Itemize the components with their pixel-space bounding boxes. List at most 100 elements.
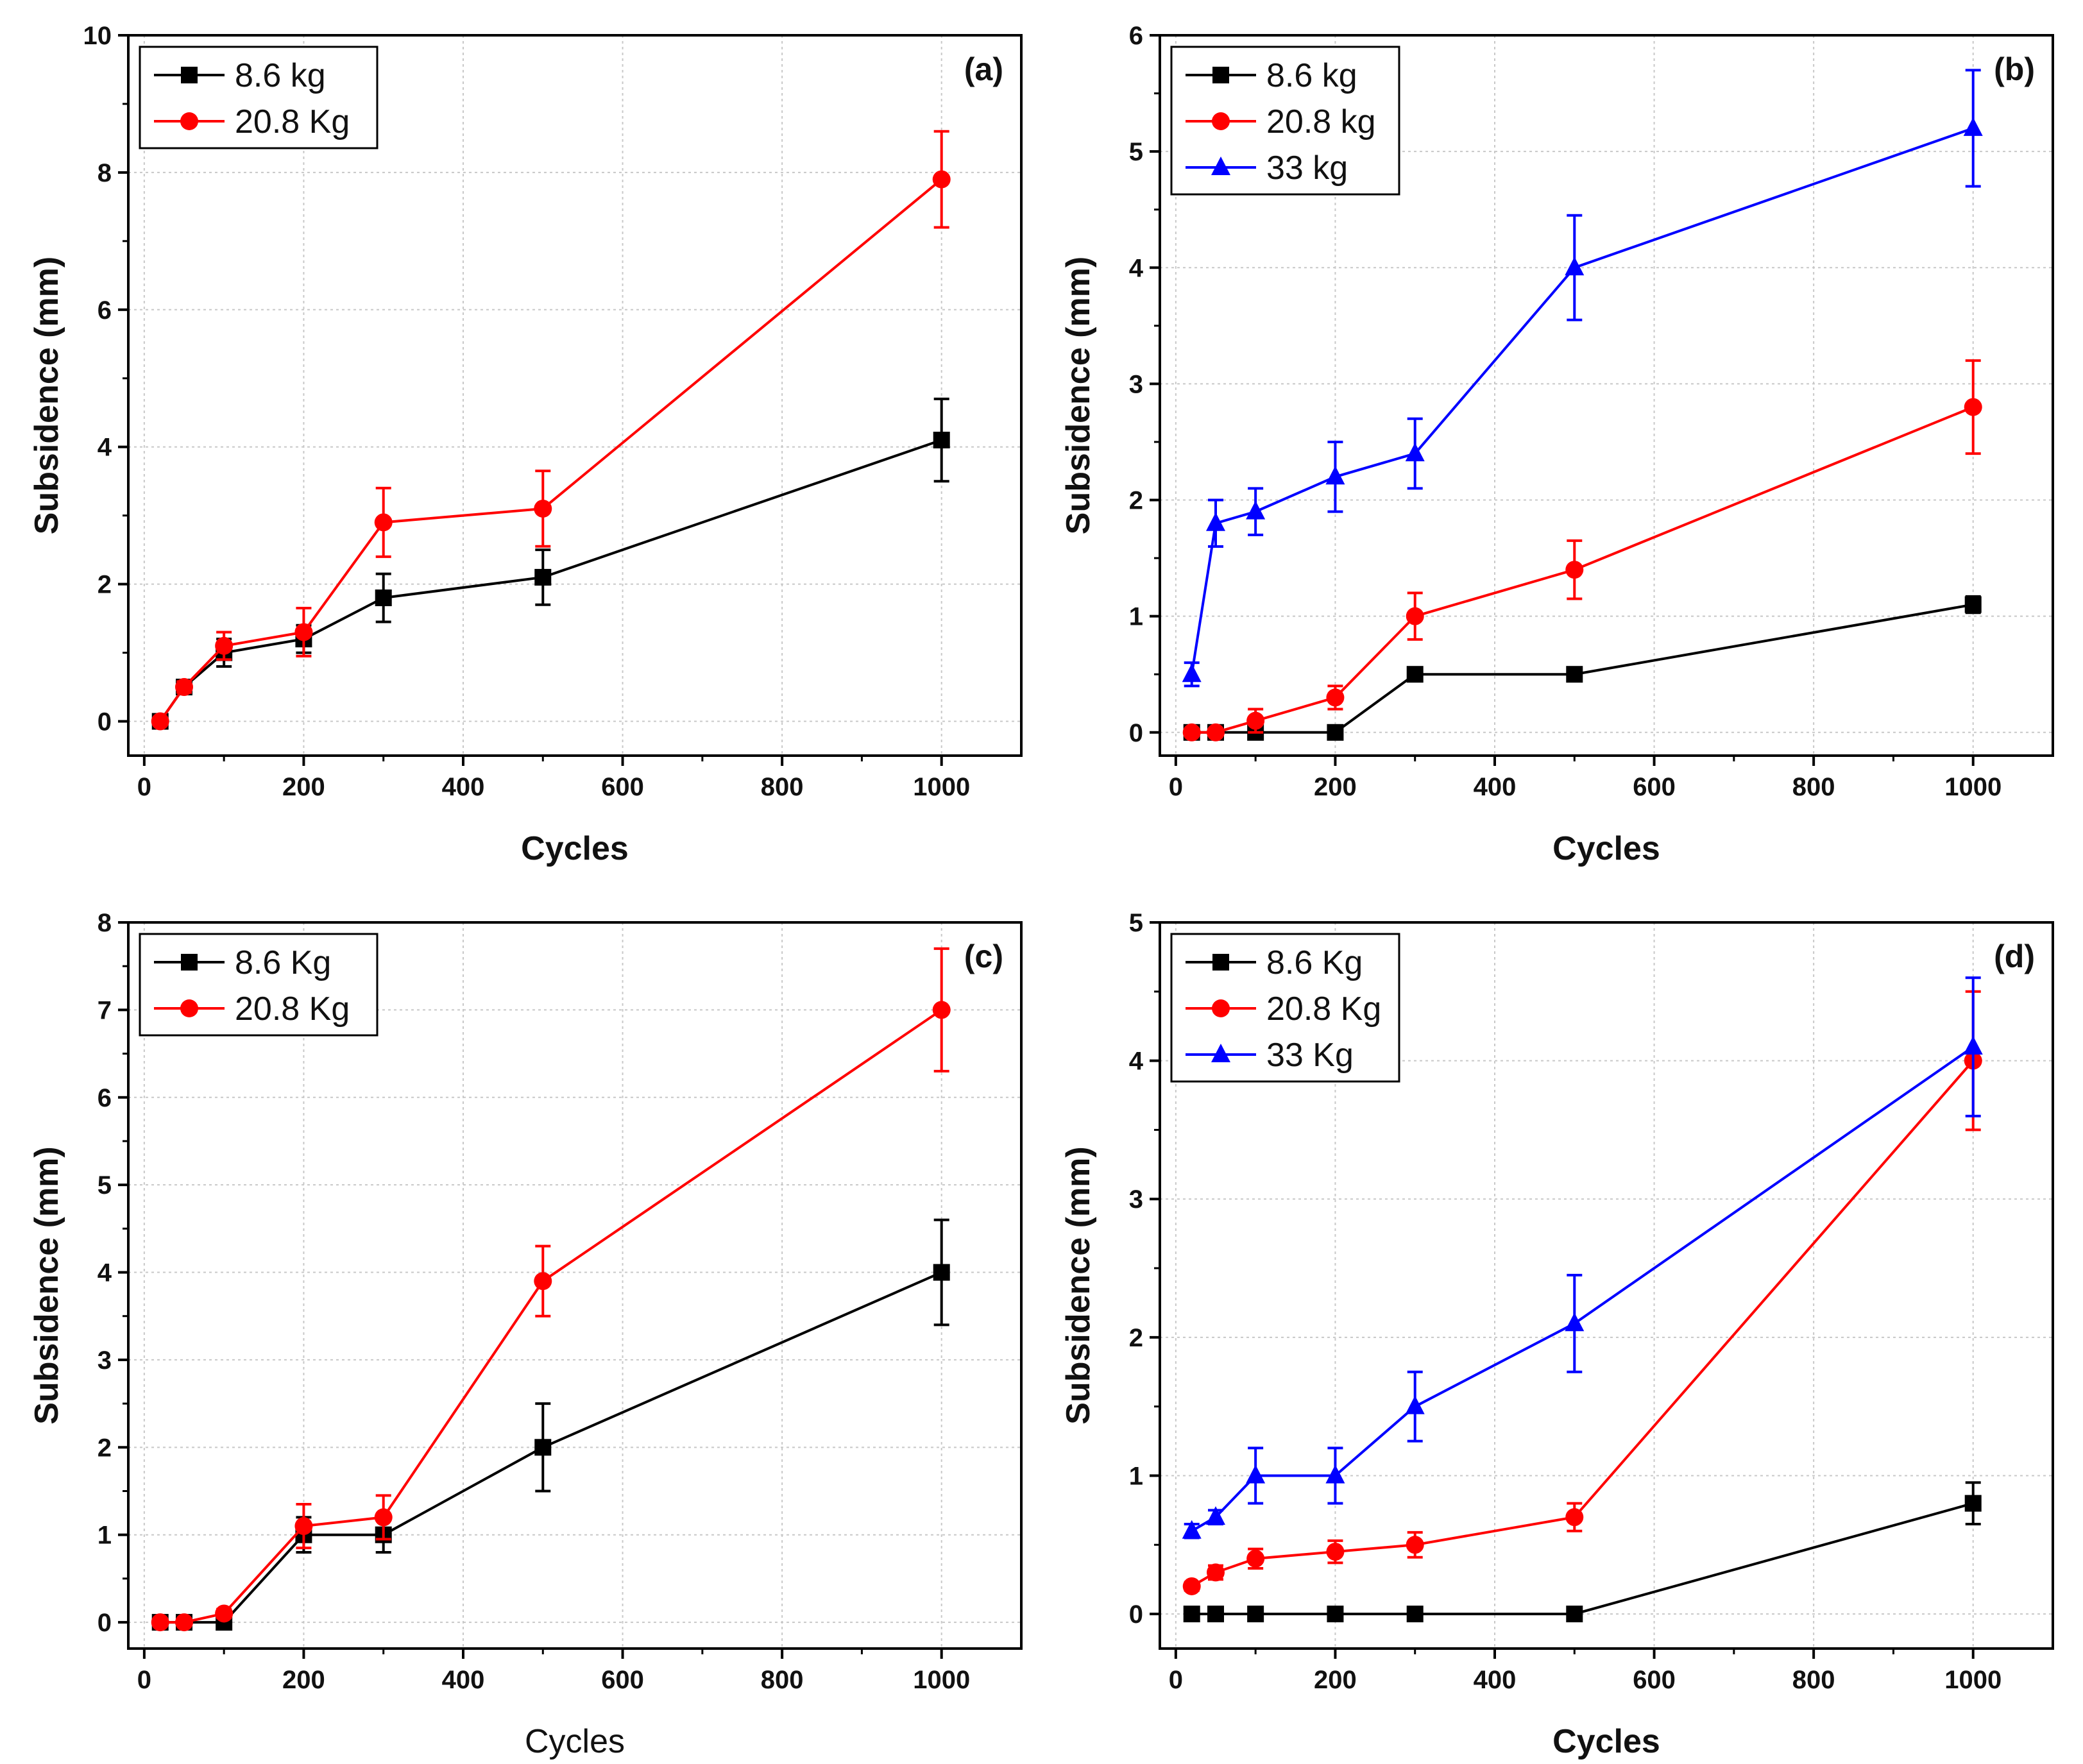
y-tick-label: 5 [1129, 909, 1143, 937]
y-tick-label: 2 [98, 1434, 112, 1462]
series-20_8-Kg [151, 130, 951, 731]
series-line [1191, 1060, 1975, 1588]
legend: 8.6 Kg 20.8 Kg 33 Kg [1170, 933, 1400, 1083]
chart-panel-a: 0 200 400 600 800 1000 0 2 4 6 8 10 Cycles Subsidence… [28, 22, 1023, 867]
y-axis-title: Subsidence (mm) [1060, 1146, 1097, 1424]
y-tick-label: 2 [98, 571, 112, 599]
data-point [1566, 666, 1583, 683]
data-point [1565, 257, 1585, 276]
x-tick-label: 1000 [913, 773, 970, 801]
y-tick-label: 1 [98, 1522, 112, 1550]
data-point [1182, 1520, 1202, 1539]
series-8_6-kg [151, 397, 950, 730]
x-axis-title: Cycles [1552, 830, 1660, 867]
data-point [374, 1508, 393, 1527]
legend-label: 20.8 Kg [235, 103, 350, 140]
data-point [1325, 466, 1345, 485]
x-tick-label: 0 [137, 773, 151, 801]
x-tick-label: 800 [1792, 773, 1835, 801]
x-tick-label: 600 [1633, 1666, 1676, 1694]
legend-marker [180, 999, 198, 1017]
series-20_8-Kg [151, 947, 951, 1632]
y-tick-label: 0 [98, 708, 112, 736]
series-line [1190, 127, 1974, 675]
legend-label: 8.6 Kg [1266, 944, 1363, 981]
series-20_8-Kg [1182, 990, 1982, 1595]
y-tick-label: 8 [98, 159, 112, 187]
legend-label: 20.8 kg [1266, 103, 1376, 140]
y-axis-title: Subsidence (mm) [1060, 257, 1097, 534]
data-point [534, 1272, 552, 1291]
data-point [1405, 443, 1425, 462]
legend-marker [180, 112, 198, 130]
data-point [1246, 1464, 1266, 1484]
data-point [215, 636, 234, 655]
legend-label: 8.6 kg [235, 57, 326, 94]
y-axis-title: Subsidence (mm) [28, 1146, 65, 1424]
data-point [1183, 1606, 1200, 1623]
series-20_8-kg [1182, 359, 1982, 742]
x-tick-label: 1000 [1944, 1666, 2002, 1694]
y-tick-label: 4 [1129, 1047, 1144, 1076]
legend-label: 33 kg [1266, 149, 1348, 187]
y-tick-label: 8 [98, 909, 112, 937]
legend-marker [1211, 157, 1230, 175]
data-point [1246, 1549, 1265, 1568]
x-tick-label: 600 [1633, 773, 1676, 801]
data-point [1565, 1312, 1585, 1332]
y-tick-label: 10 [83, 22, 112, 50]
data-point [294, 1517, 313, 1536]
data-point [1406, 1606, 1424, 1623]
data-point [151, 712, 169, 731]
data-point [534, 568, 552, 586]
data-point [1182, 723, 1201, 742]
data-point [1406, 1536, 1424, 1554]
y-tick-label: 6 [98, 296, 112, 325]
y-tick-label: 2 [1129, 1324, 1143, 1352]
y-tick-label: 0 [98, 1609, 112, 1637]
data-point [1406, 607, 1424, 625]
data-point [1206, 512, 1225, 531]
data-point [1326, 1543, 1345, 1561]
data-point [294, 623, 313, 641]
legend: 8.6 Kg 20.8 Kg [139, 933, 378, 1037]
y-tick-label: 3 [1129, 370, 1143, 398]
x-tick-label: 400 [442, 1666, 485, 1694]
legend-label: 20.8 Kg [235, 990, 350, 1028]
legend-label: 8.6 Kg [235, 944, 331, 981]
legend: 8.6 kg 20.8 kg 33 kg [1170, 46, 1400, 196]
plot-frame [127, 921, 1023, 1650]
data-point [1327, 724, 1344, 741]
data-point [933, 432, 950, 449]
x-axis-title: Cycles [525, 1723, 625, 1760]
panel-label: (d) [1994, 938, 2035, 974]
data-point [1565, 561, 1584, 579]
legend: 8.6 kg 20.8 Kg [139, 46, 378, 149]
series-line [160, 1008, 942, 1624]
y-tick-label: 1 [1129, 1462, 1143, 1490]
y-tick-label: 4 [98, 1259, 112, 1287]
series-8_6-Kg [1183, 1481, 1982, 1623]
data-point [215, 1604, 234, 1623]
x-tick-label: 400 [1474, 773, 1517, 801]
plot-frame [127, 34, 1023, 757]
panel-label: (b) [1994, 51, 2035, 87]
y-tick-label: 4 [1129, 254, 1144, 282]
x-axis-title: Cycles [1552, 1723, 1660, 1760]
y-tick-label: 7 [98, 996, 112, 1024]
data-point [1565, 1508, 1584, 1527]
series-33-Kg [1182, 976, 1983, 1539]
series-line [1191, 1046, 1974, 1532]
data-point [151, 1613, 169, 1632]
x-tick-label: 0 [1169, 1666, 1183, 1694]
panel-label: (c) [964, 938, 1003, 974]
data-point [1327, 1606, 1344, 1623]
y-tick-label: 5 [1129, 138, 1143, 166]
data-point [1405, 1395, 1425, 1414]
data-point [1963, 117, 1983, 136]
series-8_6-kg [1183, 595, 1982, 741]
plot-frame [1159, 921, 2054, 1650]
panel-label: (a) [964, 51, 1003, 87]
data-point [1207, 723, 1225, 742]
